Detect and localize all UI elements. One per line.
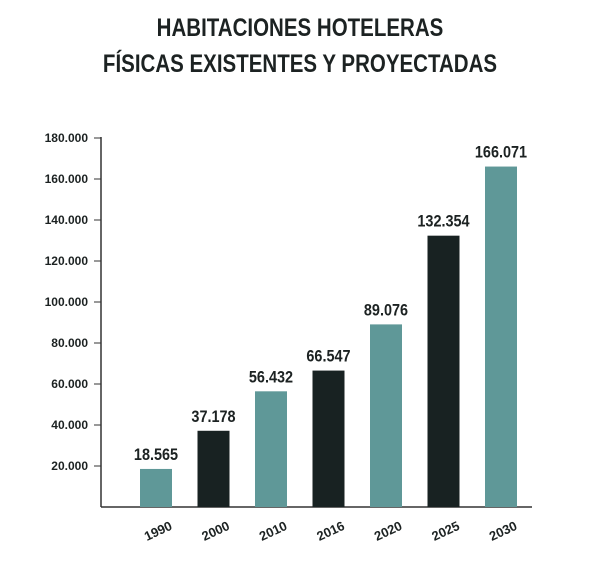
bar-2010 <box>255 391 287 507</box>
y-tick-label: 180.000 <box>45 131 89 145</box>
x-tick-label: 2025 <box>429 518 462 544</box>
value-label-1990: 18.565 <box>134 446 178 464</box>
value-label-2025: 132.354 <box>417 213 469 231</box>
y-tick-label: 100.000 <box>45 295 89 309</box>
chart-title-line-1: HABITACIONES HOTELERAS <box>156 14 444 42</box>
bar-2025 <box>427 235 460 507</box>
y-tick-label: 40.000 <box>51 418 88 432</box>
value-label-2016: 66.547 <box>306 348 350 366</box>
value-label-2000: 37.178 <box>191 408 235 426</box>
x-tick-label: 1990 <box>142 518 175 544</box>
bar-1990 <box>140 468 172 507</box>
x-tick-label: 2020 <box>372 518 405 544</box>
chart-title-line-2: FÍSICAS EXISTENTES Y PROYECTADAS <box>102 50 498 78</box>
y-tick-label: 160.000 <box>45 172 89 186</box>
bar-2020 <box>370 324 402 507</box>
x-tick-label: 2010 <box>257 518 290 544</box>
value-label-2010: 56.432 <box>249 368 293 386</box>
bar-2030 <box>485 166 517 507</box>
bar-2016 <box>312 370 345 507</box>
y-tick-label: 60.000 <box>51 377 88 391</box>
x-tick-label: 2016 <box>314 518 347 544</box>
y-tick-label: 20.000 <box>51 459 88 473</box>
x-tick-label: 2000 <box>199 518 232 544</box>
y-tick-label: 80.000 <box>51 336 88 350</box>
y-tick-label: 120.000 <box>45 254 89 268</box>
value-label-2020: 89.076 <box>364 301 408 319</box>
y-tick-label: 140.000 <box>45 213 89 227</box>
value-label-2030: 166.071 <box>475 144 527 162</box>
bar-2000 <box>197 430 230 507</box>
x-tick-label: 2030 <box>487 518 520 544</box>
